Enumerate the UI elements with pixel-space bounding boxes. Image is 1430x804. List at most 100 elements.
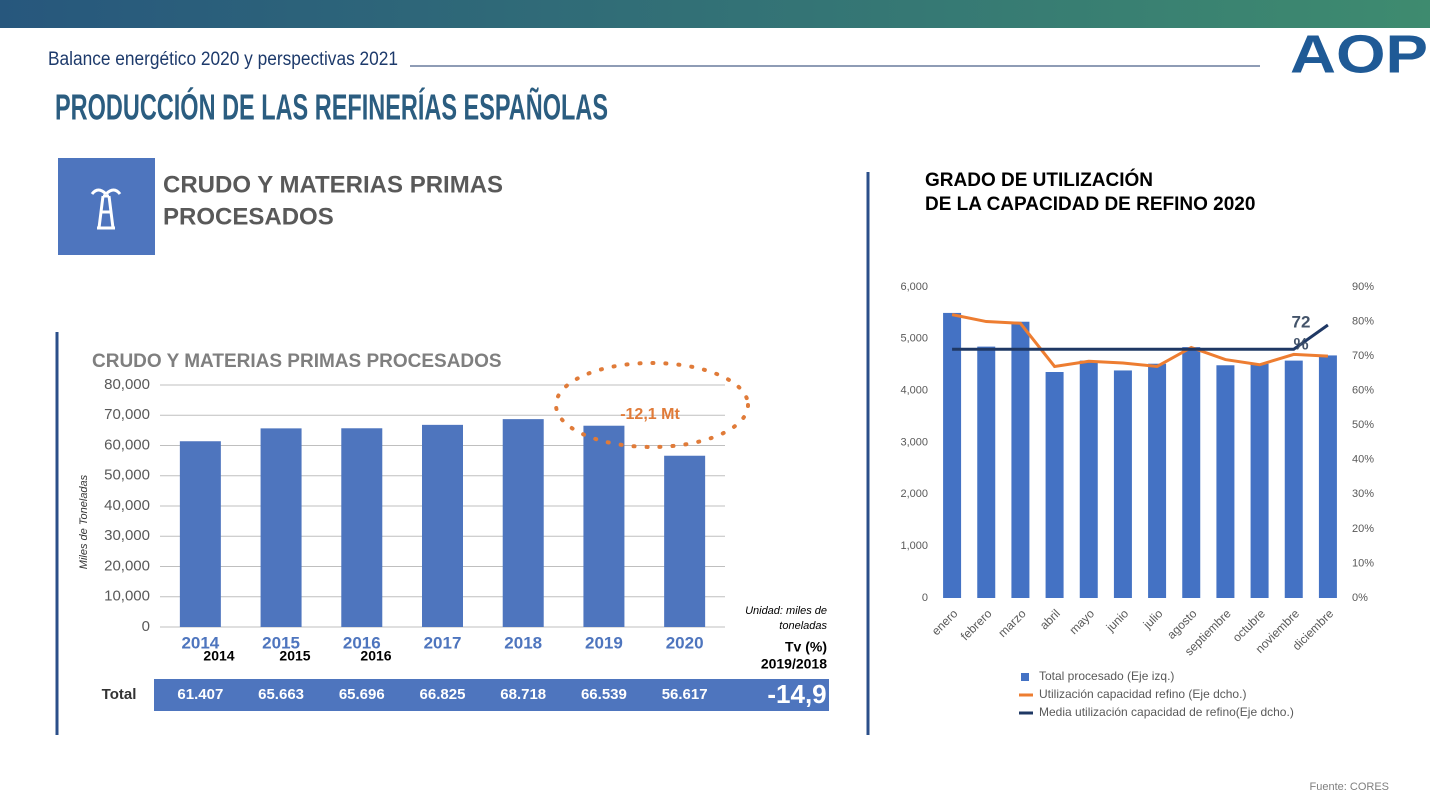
table-value: 61.407 bbox=[177, 686, 223, 703]
bar bbox=[1284, 360, 1303, 598]
y-tick-label: 2,000 bbox=[900, 488, 928, 500]
oil-icon bbox=[90, 188, 122, 230]
bar bbox=[664, 455, 706, 627]
unit-note: toneladas bbox=[779, 620, 827, 632]
line bbox=[951, 313, 1328, 369]
x-tick-label: 2017 bbox=[424, 633, 462, 652]
y-tick-label: 6,000 bbox=[900, 281, 928, 293]
y-axis-label: Miles de Toneladas bbox=[78, 474, 90, 569]
y-tick-label: 60,000 bbox=[104, 436, 150, 453]
table-value: 66.539 bbox=[581, 686, 627, 703]
unit-note: Unidad: miles de bbox=[745, 605, 827, 617]
table-value: 65.663 bbox=[258, 686, 304, 703]
y-tick-label: 1,000 bbox=[900, 540, 928, 552]
bar bbox=[1216, 365, 1235, 598]
y-tick-label: 40,000 bbox=[104, 497, 150, 514]
bar bbox=[1011, 321, 1030, 598]
top-bar bbox=[0, 0, 1430, 28]
bar bbox=[502, 419, 544, 627]
y2-tick-label: 60% bbox=[1352, 385, 1374, 397]
x-tick-label: abril bbox=[1037, 606, 1063, 632]
y2-tick-label: 10% bbox=[1352, 557, 1374, 569]
annotation: 72 bbox=[1292, 312, 1311, 331]
x-tick-label: 2019 bbox=[585, 633, 623, 652]
table-value: 56.617 bbox=[662, 686, 708, 703]
bar bbox=[1182, 347, 1201, 598]
y-tick-label: 4,000 bbox=[900, 385, 928, 397]
y2-tick-label: 70% bbox=[1352, 350, 1374, 362]
y-tick-label: 3,000 bbox=[900, 436, 928, 448]
bar bbox=[1148, 363, 1167, 598]
bar bbox=[583, 425, 625, 627]
table-year: 2015 bbox=[279, 648, 310, 664]
section-heading: CRUDO Y MATERIAS PRIMAS bbox=[163, 171, 503, 198]
y2-tick-label: 50% bbox=[1352, 419, 1374, 431]
x-tick-label: 2015 bbox=[262, 633, 300, 652]
tv-header: Tv (%) bbox=[785, 639, 827, 655]
y-tick-label: 0 bbox=[142, 618, 150, 635]
bar bbox=[1113, 370, 1132, 598]
x-tick-label: 2014 bbox=[181, 633, 219, 652]
y2-tick-label: 0% bbox=[1352, 592, 1368, 604]
subtitle: Balance energético 2020 y perspectivas 2… bbox=[48, 49, 398, 70]
bar bbox=[422, 424, 463, 627]
legend-swatch bbox=[1021, 673, 1029, 681]
y-tick-label: 70,000 bbox=[104, 406, 150, 423]
bar bbox=[977, 346, 996, 598]
table-year: 2016 bbox=[360, 648, 391, 664]
x-tick-label: 2018 bbox=[504, 633, 542, 652]
annotation-ring bbox=[554, 361, 750, 449]
right-heading: DE LA CAPACIDAD DE REFINO 2020 bbox=[925, 194, 1255, 215]
chart-title: CRUDO Y MATERIAS PRIMAS PROCESADOS bbox=[92, 351, 502, 372]
y-tick-label: 50,000 bbox=[104, 467, 150, 484]
x-tick-label: enero bbox=[929, 606, 961, 638]
right-heading: GRADO DE UTILIZACIÓN bbox=[925, 169, 1153, 191]
x-tick-label: marzo bbox=[995, 606, 1029, 640]
bar bbox=[260, 428, 302, 627]
table-value: 65.696 bbox=[339, 686, 385, 703]
y2-tick-label: 90% bbox=[1352, 281, 1374, 293]
tv-value: -14,9 bbox=[767, 679, 826, 709]
x-tick-label: 2020 bbox=[666, 633, 704, 652]
section-heading: PROCESADOS bbox=[163, 203, 334, 230]
x-tick-label: julio bbox=[1140, 606, 1166, 632]
annotation: -12,1 Mt bbox=[620, 406, 680, 423]
y2-tick-label: 40% bbox=[1352, 454, 1374, 466]
bar bbox=[1318, 355, 1337, 598]
y-tick-label: 5,000 bbox=[900, 333, 928, 345]
table-value: 66.825 bbox=[420, 686, 466, 703]
icon-box bbox=[58, 158, 155, 255]
x-tick-label: mayo bbox=[1066, 606, 1097, 637]
source: Fuente: CORES bbox=[1310, 781, 1389, 793]
bar bbox=[943, 312, 962, 598]
bar bbox=[1079, 360, 1098, 598]
line bbox=[952, 323, 1329, 351]
table-row bbox=[154, 679, 829, 711]
y2-tick-label: 30% bbox=[1352, 488, 1374, 500]
bar bbox=[1045, 372, 1064, 598]
legend-label: Utilización capacidad refino (Eje dcho.) bbox=[1039, 687, 1246, 701]
x-tick-label: junio bbox=[1103, 606, 1132, 635]
annotation: % bbox=[1293, 334, 1308, 353]
page-title: PRODUCCIÓN DE LAS REFINERÍAS ESPAÑOLAS bbox=[55, 86, 608, 128]
y-tick-label: 80,000 bbox=[104, 376, 150, 393]
x-tick-label: febrero bbox=[958, 606, 995, 643]
logo: AOP bbox=[1290, 24, 1428, 84]
bar bbox=[179, 441, 221, 627]
y2-tick-label: 20% bbox=[1352, 523, 1374, 535]
bar bbox=[1250, 363, 1269, 598]
y-tick-label: 10,000 bbox=[104, 588, 150, 605]
legend-label: Total procesado (Eje izq.) bbox=[1039, 669, 1174, 683]
y-tick-label: 30,000 bbox=[104, 527, 150, 544]
x-tick-label: 2016 bbox=[343, 633, 381, 652]
table-value: 68.718 bbox=[500, 686, 546, 703]
bar bbox=[341, 428, 383, 627]
y-tick-label: 20,000 bbox=[104, 557, 150, 574]
y2-tick-label: 80% bbox=[1352, 315, 1374, 327]
y-tick-label: 0 bbox=[922, 592, 928, 604]
legend-label: Media utilización capacidad de refino(Ej… bbox=[1039, 705, 1294, 719]
tv-header: 2019/2018 bbox=[761, 656, 827, 672]
row-label: Total bbox=[102, 686, 137, 703]
table-year: 2014 bbox=[203, 648, 234, 664]
